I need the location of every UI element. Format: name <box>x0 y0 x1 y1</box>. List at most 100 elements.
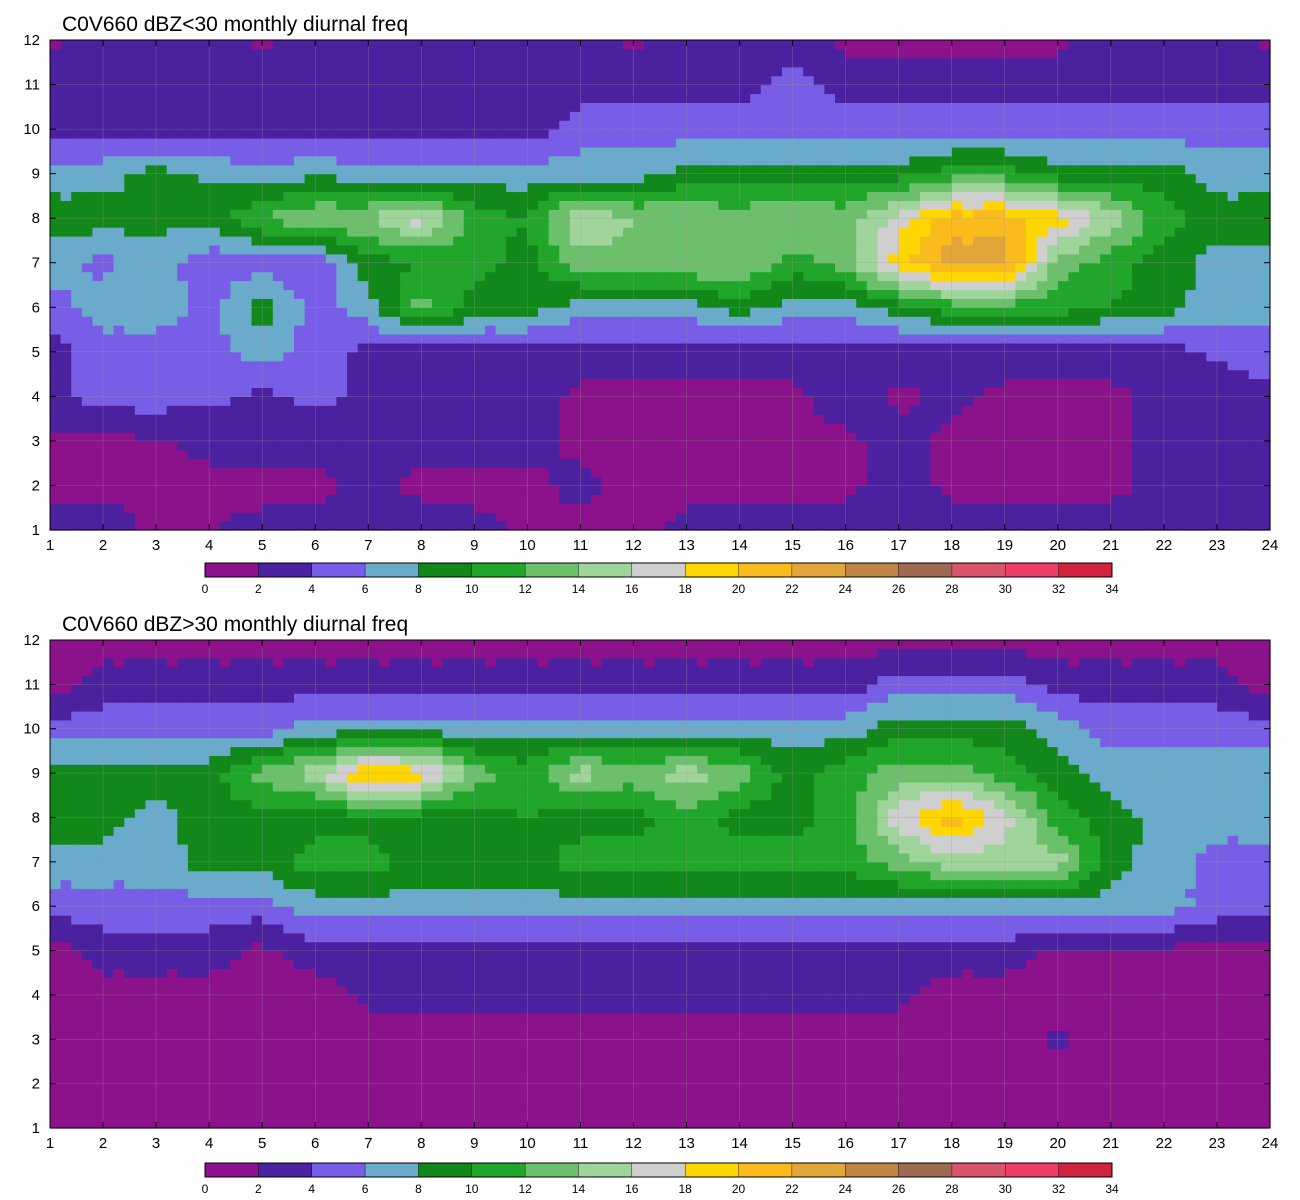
contour-cell <box>134 342 147 353</box>
contour-cell <box>1015 378 1027 389</box>
contour-cell <box>559 494 571 504</box>
contour-cell <box>1121 485 1133 495</box>
contour-cell <box>1015 405 1027 415</box>
contour-cell <box>166 209 178 219</box>
contour-cell <box>230 387 242 397</box>
contour-cell <box>739 440 751 451</box>
contour-cell <box>484 458 497 469</box>
contour-cell <box>156 512 168 522</box>
contour-cell <box>909 280 921 291</box>
contour-cell <box>760 200 772 210</box>
contour-cell <box>728 432 741 442</box>
contour-cell <box>591 236 603 246</box>
contour-cell <box>516 342 528 353</box>
contour-cell <box>1121 191 1133 201</box>
contour-cell <box>1195 236 1207 246</box>
contour-cell <box>219 387 231 397</box>
contour-cell <box>644 360 656 371</box>
contour-cell <box>325 440 338 451</box>
contour-cell <box>1047 369 1059 380</box>
contour-cell <box>1174 369 1186 380</box>
contour-cell <box>612 271 624 282</box>
contour-cell <box>198 253 210 264</box>
contour-cell <box>304 307 316 317</box>
contour-cell <box>898 262 910 273</box>
contour-cell <box>750 182 762 193</box>
contour-cell <box>1142 423 1154 433</box>
contour-cell <box>930 458 942 469</box>
contour-cell <box>410 467 422 478</box>
contour-cell <box>1057 334 1070 344</box>
contour-cell <box>357 244 369 255</box>
contour-cell <box>92 432 104 442</box>
contour-cell <box>1068 307 1080 317</box>
contour-cell <box>1259 209 1271 219</box>
contour-cell <box>760 485 772 495</box>
contour-cell <box>803 342 815 353</box>
contour-cell <box>1227 521 1239 531</box>
contour-cell <box>336 289 348 299</box>
contour-cell <box>495 449 507 460</box>
contour-cell <box>792 494 804 504</box>
contour-cell <box>718 440 730 451</box>
contour-cell <box>898 458 910 469</box>
contour-cell <box>1163 485 1176 495</box>
contour-cell <box>941 503 953 513</box>
contour-cell <box>304 298 316 308</box>
contour-cell <box>209 360 221 371</box>
contour-cell <box>410 360 422 371</box>
contour-cell <box>145 316 157 326</box>
contour-cell <box>675 414 688 424</box>
contour-cell <box>771 146 783 157</box>
contour-cell <box>1057 360 1070 371</box>
contour-cell <box>1121 360 1133 371</box>
contour-cell <box>198 138 210 148</box>
contour-cell <box>1227 236 1239 246</box>
contour-cell <box>442 467 454 478</box>
contour-cell <box>357 129 369 139</box>
contour-cell <box>251 173 263 184</box>
contour-cell <box>951 271 963 282</box>
contour-cell <box>569 325 582 335</box>
contour-cell <box>644 289 656 299</box>
contour-cell <box>983 440 995 451</box>
contour-cell <box>1036 342 1048 353</box>
contour-cell <box>484 262 497 273</box>
contour-cell <box>400 503 412 513</box>
contour-cell <box>400 325 412 335</box>
contour-cell <box>1100 236 1112 246</box>
contour-cell <box>718 423 730 433</box>
contour-cell <box>601 191 613 201</box>
contour-cell <box>866 521 879 531</box>
contour-cell <box>994 182 1006 193</box>
contour-cell <box>930 476 942 487</box>
contour-cell <box>728 307 741 317</box>
contour-cell <box>856 351 868 362</box>
contour-cell <box>71 298 83 308</box>
contour-cell <box>484 155 497 166</box>
contour-cell <box>983 325 995 335</box>
contour-cell <box>686 396 698 406</box>
contour-cell <box>400 253 412 264</box>
contour-cell <box>1015 289 1027 299</box>
contour-cell <box>622 191 635 201</box>
contour-cell <box>103 271 115 282</box>
contour-cell <box>251 521 263 531</box>
contour-cell <box>612 146 624 157</box>
contour-cell <box>580 378 592 389</box>
contour-cell <box>771 467 783 478</box>
contour-cell <box>400 387 412 397</box>
contour-cell <box>81 521 94 531</box>
contour-cell <box>835 227 847 237</box>
contour-cell <box>240 512 253 522</box>
contour-cell <box>389 369 401 380</box>
contour-cell <box>219 521 231 531</box>
contour-cell <box>113 280 125 291</box>
contour-cell <box>1174 316 1186 326</box>
contour-cell <box>1089 378 1101 389</box>
contour-cell <box>1047 521 1059 531</box>
contour-cell <box>803 378 815 389</box>
contour-cell <box>113 432 125 442</box>
contour-cell <box>559 244 571 255</box>
contour-cell <box>654 449 666 460</box>
